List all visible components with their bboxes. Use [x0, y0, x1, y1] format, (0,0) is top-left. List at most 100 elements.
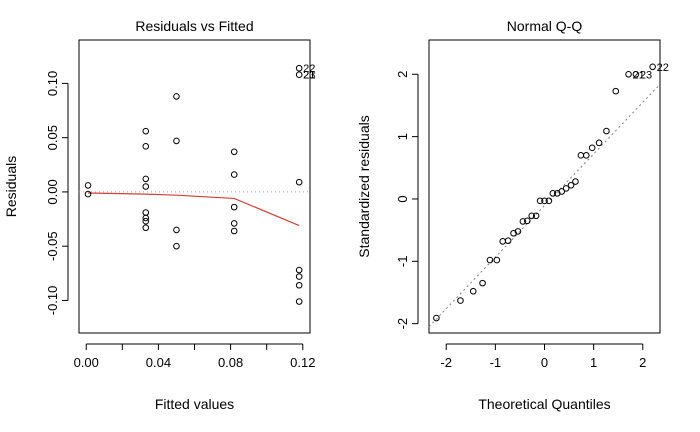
chart-title: Normal Q-Q	[507, 18, 583, 34]
data-point	[519, 218, 527, 225]
y-tick-label: -0.10	[45, 286, 60, 316]
data-point	[532, 212, 540, 220]
data-point	[649, 63, 656, 71]
data-point	[536, 197, 544, 205]
x-axis-label: Fitted values	[155, 396, 234, 412]
data-point	[295, 266, 303, 274]
data-point	[173, 93, 180, 100]
x-tick-label: -1	[490, 355, 502, 370]
data-point	[486, 256, 494, 264]
data-point	[504, 237, 512, 245]
data-point	[295, 71, 303, 79]
x-axis-label: Theoretical Quantiles	[478, 396, 610, 412]
data-point	[582, 152, 590, 159]
data-point	[603, 127, 610, 135]
data-point	[295, 281, 303, 289]
data-point	[625, 70, 632, 78]
data-point	[632, 70, 640, 78]
data-point	[558, 188, 566, 195]
data-point	[84, 182, 92, 189]
x-tick-label: 0.08	[218, 355, 243, 370]
smooth-line-group	[88, 192, 300, 227]
point-label: 23	[303, 70, 315, 82]
y-tick-label: 0.05	[45, 125, 60, 150]
data-point	[612, 87, 620, 95]
residuals-vs-fitted-panel: Residuals vs Fitted Fitted values Residu…	[3, 18, 315, 412]
data-point	[142, 209, 150, 216]
x-tick-label: 0.04	[146, 355, 171, 370]
y-tick-label: 2	[395, 71, 410, 78]
x-tick-label: 0.12	[290, 355, 315, 370]
normal-qq-panel: Normal Q-Q Theoretical Quantiles Standar…	[356, 18, 669, 412]
data-point	[230, 171, 238, 178]
x-tick-label: -2	[440, 355, 452, 370]
data-point	[295, 178, 303, 186]
data-point	[142, 214, 150, 222]
y-tick-label: 0.10	[45, 71, 60, 96]
data-point	[295, 64, 303, 72]
point-label: 22	[303, 63, 315, 75]
data-point	[173, 242, 180, 250]
data-point	[230, 220, 238, 227]
reference-line-group	[428, 83, 661, 328]
data-point	[541, 197, 548, 205]
data-point	[545, 197, 553, 205]
y-tick-label: 0.00	[45, 179, 60, 204]
x-tick-label: 1	[590, 355, 597, 370]
points-group	[433, 63, 656, 322]
data-point	[142, 175, 150, 183]
x-tick-label: 0	[541, 355, 548, 370]
y-tick-label: 1	[395, 133, 410, 140]
axes: 0.00 0.04 0.08 0.12 -0.10 -0.05 0.00 0.05 0.10	[45, 71, 315, 370]
x-tick-label: 0.00	[74, 355, 99, 370]
axes: -2 -1 0 1 2 -2 -1 0 1 2	[395, 71, 646, 370]
smooth-line	[88, 192, 300, 227]
data-point	[572, 178, 579, 185]
data-point	[295, 273, 303, 280]
plot-frame	[78, 39, 311, 334]
data-point	[142, 143, 150, 150]
y-tick-label: 0	[395, 195, 410, 202]
qq-reference-line	[428, 83, 661, 328]
data-point	[523, 217, 531, 225]
point-label: 21	[633, 69, 645, 81]
data-point	[479, 279, 486, 287]
data-point	[595, 139, 603, 147]
data-point	[469, 287, 477, 295]
point-label: 23	[640, 69, 652, 81]
y-axis-label: Residuals	[3, 156, 19, 217]
data-point	[173, 226, 180, 234]
point-label: 21	[303, 70, 315, 82]
data-point	[514, 228, 522, 235]
chart-title: Residuals vs Fitted	[135, 18, 253, 34]
data-point	[142, 183, 150, 190]
plot-frame	[428, 39, 661, 334]
data-point	[457, 297, 464, 304]
data-point	[499, 238, 507, 245]
points-group	[84, 64, 303, 305]
data-point	[493, 256, 501, 264]
data-point	[142, 224, 150, 232]
data-point	[562, 185, 570, 192]
y-axis-label: Standardized residuals	[356, 115, 372, 257]
data-point	[173, 137, 180, 145]
data-point	[230, 148, 238, 156]
y-tick-label: -1	[395, 256, 410, 268]
data-point	[295, 298, 303, 305]
data-point	[142, 127, 150, 135]
data-point	[230, 227, 238, 235]
data-point	[433, 314, 440, 322]
data-point	[577, 152, 585, 159]
x-tick-label: 2	[639, 355, 646, 370]
data-point	[588, 144, 596, 152]
data-point	[84, 190, 92, 198]
y-tick-label: -0.05	[45, 231, 60, 261]
data-point	[528, 212, 536, 220]
y-tick-label: -2	[395, 318, 410, 330]
point-label: 22	[657, 62, 669, 74]
data-point	[567, 181, 575, 189]
data-point	[230, 203, 238, 211]
